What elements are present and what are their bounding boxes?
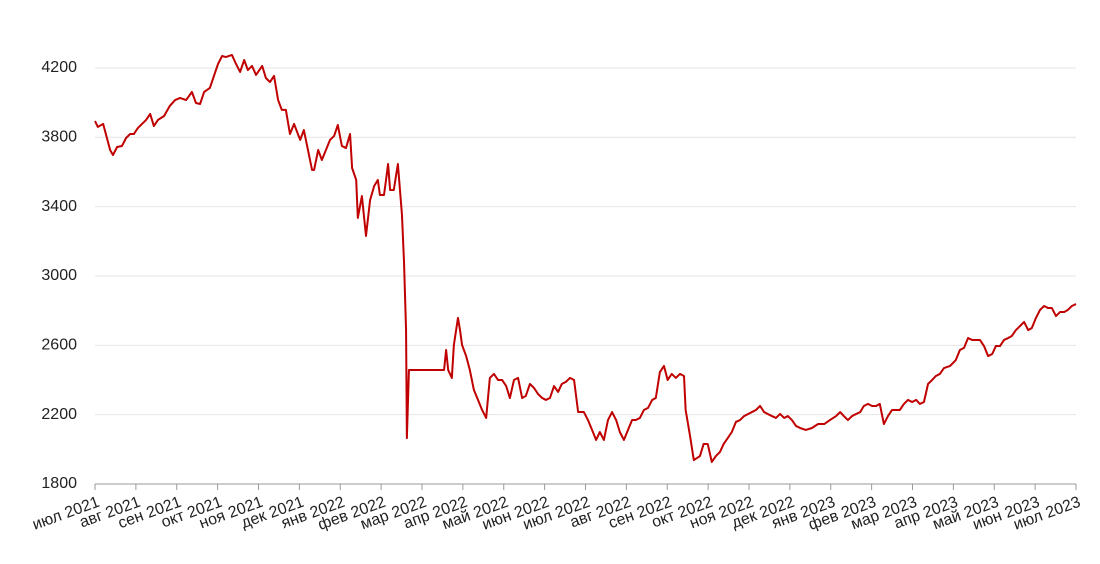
y-tick-label: 3800 <box>41 129 77 146</box>
y-tick-label: 4200 <box>41 59 77 76</box>
y-tick-label: 2200 <box>41 406 77 423</box>
y-tick-label: 1800 <box>41 475 77 492</box>
y-tick-label: 3400 <box>41 198 77 215</box>
y-tick-label: 3000 <box>41 267 77 284</box>
line <box>94 53 1077 463</box>
y-tick-label: 2600 <box>41 337 77 354</box>
